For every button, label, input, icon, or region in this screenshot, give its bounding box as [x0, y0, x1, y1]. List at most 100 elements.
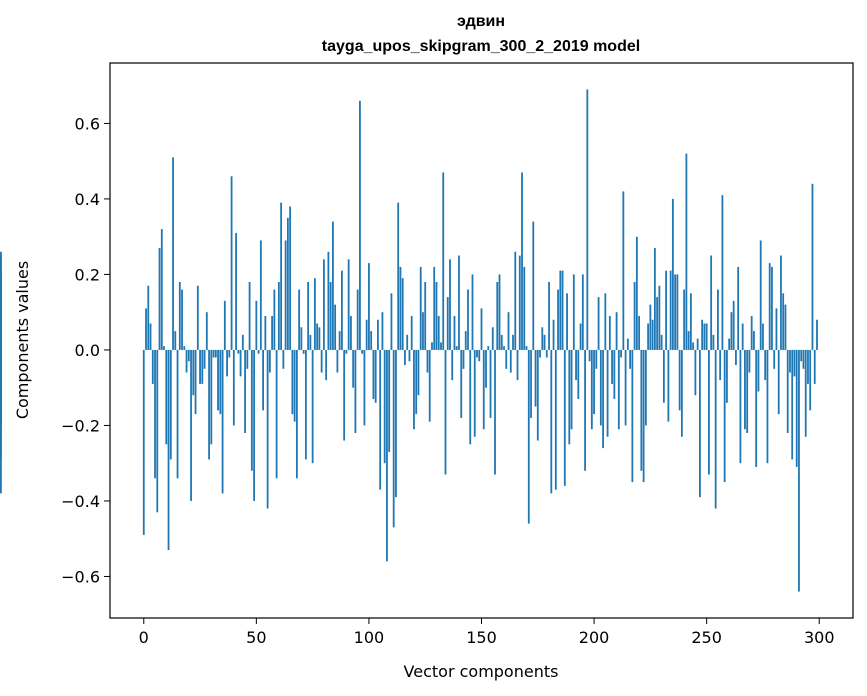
bar-component-250: [705, 323, 708, 350]
bar-component-95: [356, 289, 359, 350]
bar-component-295: [807, 349, 809, 384]
bar-component-99: [365, 319, 368, 350]
bar-component-15: [176, 349, 179, 479]
bar-component-171: [527, 349, 530, 524]
bar-component-116: [404, 349, 406, 366]
y-axis-label: Components values: [13, 261, 32, 419]
bar-component-86: [336, 349, 339, 373]
bar-component-19: [185, 349, 188, 373]
bar-component-24: [196, 285, 199, 350]
chart-subtitle: tayga_upos_skipgram_300_2_2019 model: [322, 38, 640, 55]
bar-component-132: [440, 342, 442, 350]
bar-component-205: [604, 293, 607, 350]
bar-component-34: [219, 349, 222, 415]
bar-component-107: [383, 349, 386, 464]
bar-component-280: [773, 349, 776, 369]
bar-component-184: [557, 289, 559, 350]
bar-component-101: [370, 331, 373, 350]
bar-component-199: [590, 349, 593, 430]
bar-component-207: [608, 315, 611, 350]
bar-component-265: [739, 349, 742, 464]
bar-component-105: [379, 349, 382, 490]
bar-component-182: [552, 319, 555, 350]
bar-component-139: [455, 346, 458, 350]
bar-component-10: [165, 349, 168, 445]
bar-component-299: [816, 319, 818, 350]
bar-component-22: [192, 349, 195, 396]
bar-component-113: [397, 202, 400, 350]
bar-component-176: [539, 349, 541, 358]
bar-component-1: [145, 308, 147, 350]
bar-component-47: [248, 281, 251, 350]
bar-component-4: [151, 349, 154, 384]
x-axis-ticks: 0 50 100 150 200 250 300: [139, 618, 835, 647]
bar-component-84: [332, 221, 334, 350]
bar-component-210: [615, 312, 618, 350]
bar-component-263: [735, 349, 737, 366]
bar-component-211: [617, 349, 620, 430]
bar-component-124: [422, 312, 424, 350]
bar-component-12: [169, 349, 172, 460]
bar-component-156: [494, 349, 496, 475]
bar-component-173: [532, 221, 535, 350]
bar-component-104: [377, 319, 379, 350]
bar-component-112: [395, 349, 397, 498]
bar-component-194: [579, 323, 582, 350]
bar-component-141: [460, 349, 463, 418]
bar-component-45: [244, 349, 246, 433]
bar-component-222: [642, 349, 645, 483]
bar-component-261: [730, 312, 733, 350]
bar-component-147: [473, 349, 476, 437]
bar-component-249: [703, 323, 706, 350]
bar-component-62: [282, 349, 285, 369]
bar-component-106: [381, 312, 384, 350]
bar-component-235: [671, 198, 674, 350]
bar-component-61: [280, 202, 283, 350]
bar-component-78: [318, 327, 321, 350]
bar-component-202: [597, 297, 600, 350]
bar-component-240: [683, 289, 686, 350]
bar-component-0: [142, 349, 145, 535]
bar-component-66: [291, 349, 294, 415]
bar-component-119: [410, 315, 413, 350]
y-tick-label: 0.0: [75, 341, 100, 360]
bar-component-183: [554, 349, 557, 490]
bar-component-137: [451, 349, 454, 381]
bar-component-200: [593, 349, 595, 415]
bar-component-186: [561, 270, 564, 350]
bar-component-71: [302, 349, 305, 354]
x-tick-label: 300: [804, 628, 835, 647]
bar-component-128: [431, 342, 433, 350]
bar-component-246: [696, 338, 699, 350]
bar-component-98: [363, 349, 366, 426]
bar-component-157: [496, 281, 499, 350]
bar-component-292: [800, 349, 803, 362]
bar-component-271: [753, 331, 755, 350]
bar-component-57: [271, 315, 274, 350]
bar-component-213: [622, 191, 625, 350]
bar-component-274: [759, 240, 762, 350]
bar-component-23: [194, 349, 197, 415]
bar-component-81: [325, 349, 328, 381]
bar-component-145: [469, 349, 472, 445]
bar-component-291: [798, 349, 800, 592]
bar-component-258: [723, 349, 726, 483]
bar-component-14: [174, 331, 177, 350]
bar-component-154: [489, 349, 492, 418]
bar-component-245: [694, 349, 697, 396]
bar-component-298: [813, 349, 816, 384]
bar-component-167: [518, 255, 521, 350]
bar-component-232: [665, 270, 668, 350]
bar-component-169: [523, 266, 526, 350]
x-tick-label: 250: [691, 628, 722, 647]
bar-component-279: [771, 266, 773, 350]
bar-component-241: [685, 153, 688, 350]
bar-component-228: [656, 297, 659, 350]
bar-component-215: [626, 338, 629, 350]
bar-component-289: [793, 349, 796, 377]
bar-component-72: [304, 349, 307, 460]
bar-component-140: [458, 255, 460, 350]
bar-component-223: [644, 349, 647, 426]
bar-component-31: [212, 349, 215, 358]
bar-component-18: [183, 346, 186, 350]
